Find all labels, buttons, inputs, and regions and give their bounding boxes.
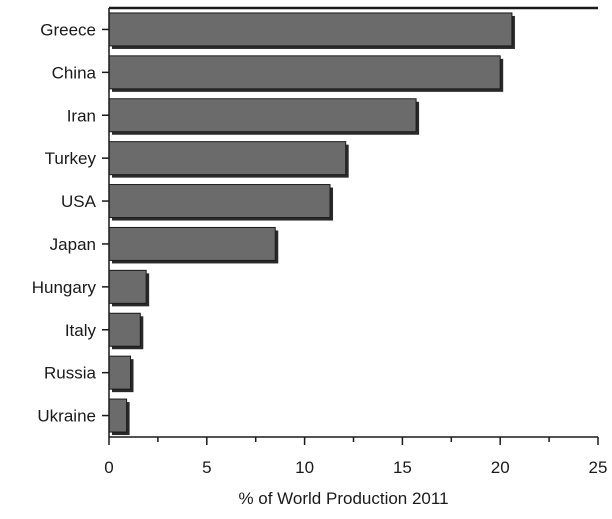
y-tick-label: China xyxy=(52,63,97,82)
x-tick-label: 10 xyxy=(295,458,314,477)
x-tick-label: 15 xyxy=(393,458,412,477)
y-tick-label: Japan xyxy=(50,235,96,254)
bar xyxy=(108,312,141,347)
x-tick-label: 0 xyxy=(104,458,113,477)
bars-group xyxy=(108,12,515,436)
y-axis: Greece China Iran Turkey USA Japan Hungary Ital… xyxy=(32,8,110,437)
bar-group xyxy=(108,398,130,436)
y-tick-label: USA xyxy=(61,192,97,211)
bar xyxy=(108,55,501,90)
bar-group xyxy=(108,355,134,393)
y-tick-label: Greece xyxy=(40,20,96,39)
bar-group xyxy=(108,141,349,178)
x-tick-label: 20 xyxy=(491,458,510,477)
y-tick-label: Hungary xyxy=(32,278,97,297)
bar xyxy=(108,141,347,176)
x-tick-label: 25 xyxy=(589,458,608,477)
bar-group xyxy=(108,12,515,49)
x-axis: 0 5 10 15 20 25 xyxy=(104,6,608,477)
y-tick-label: Italy xyxy=(65,321,97,340)
bar xyxy=(108,226,276,261)
x-axis-title: % of World Production 2011 xyxy=(238,489,448,508)
y-tick-label: Iran xyxy=(67,106,96,125)
y-tick-label: Turkey xyxy=(45,149,97,168)
bar xyxy=(108,12,513,47)
y-tick-label: Russia xyxy=(44,364,97,383)
bar xyxy=(108,184,331,219)
bar-group xyxy=(108,98,420,135)
bar xyxy=(108,269,147,304)
bar-group xyxy=(108,55,504,92)
bar-group xyxy=(108,312,144,350)
x-tick-label: 5 xyxy=(202,458,211,477)
bar-group xyxy=(108,269,150,307)
bar-group xyxy=(108,184,334,221)
y-tick-label: Ukraine xyxy=(37,407,96,426)
bar-group xyxy=(108,226,279,264)
bar xyxy=(108,98,417,133)
bar xyxy=(108,355,132,390)
bar xyxy=(108,398,128,433)
